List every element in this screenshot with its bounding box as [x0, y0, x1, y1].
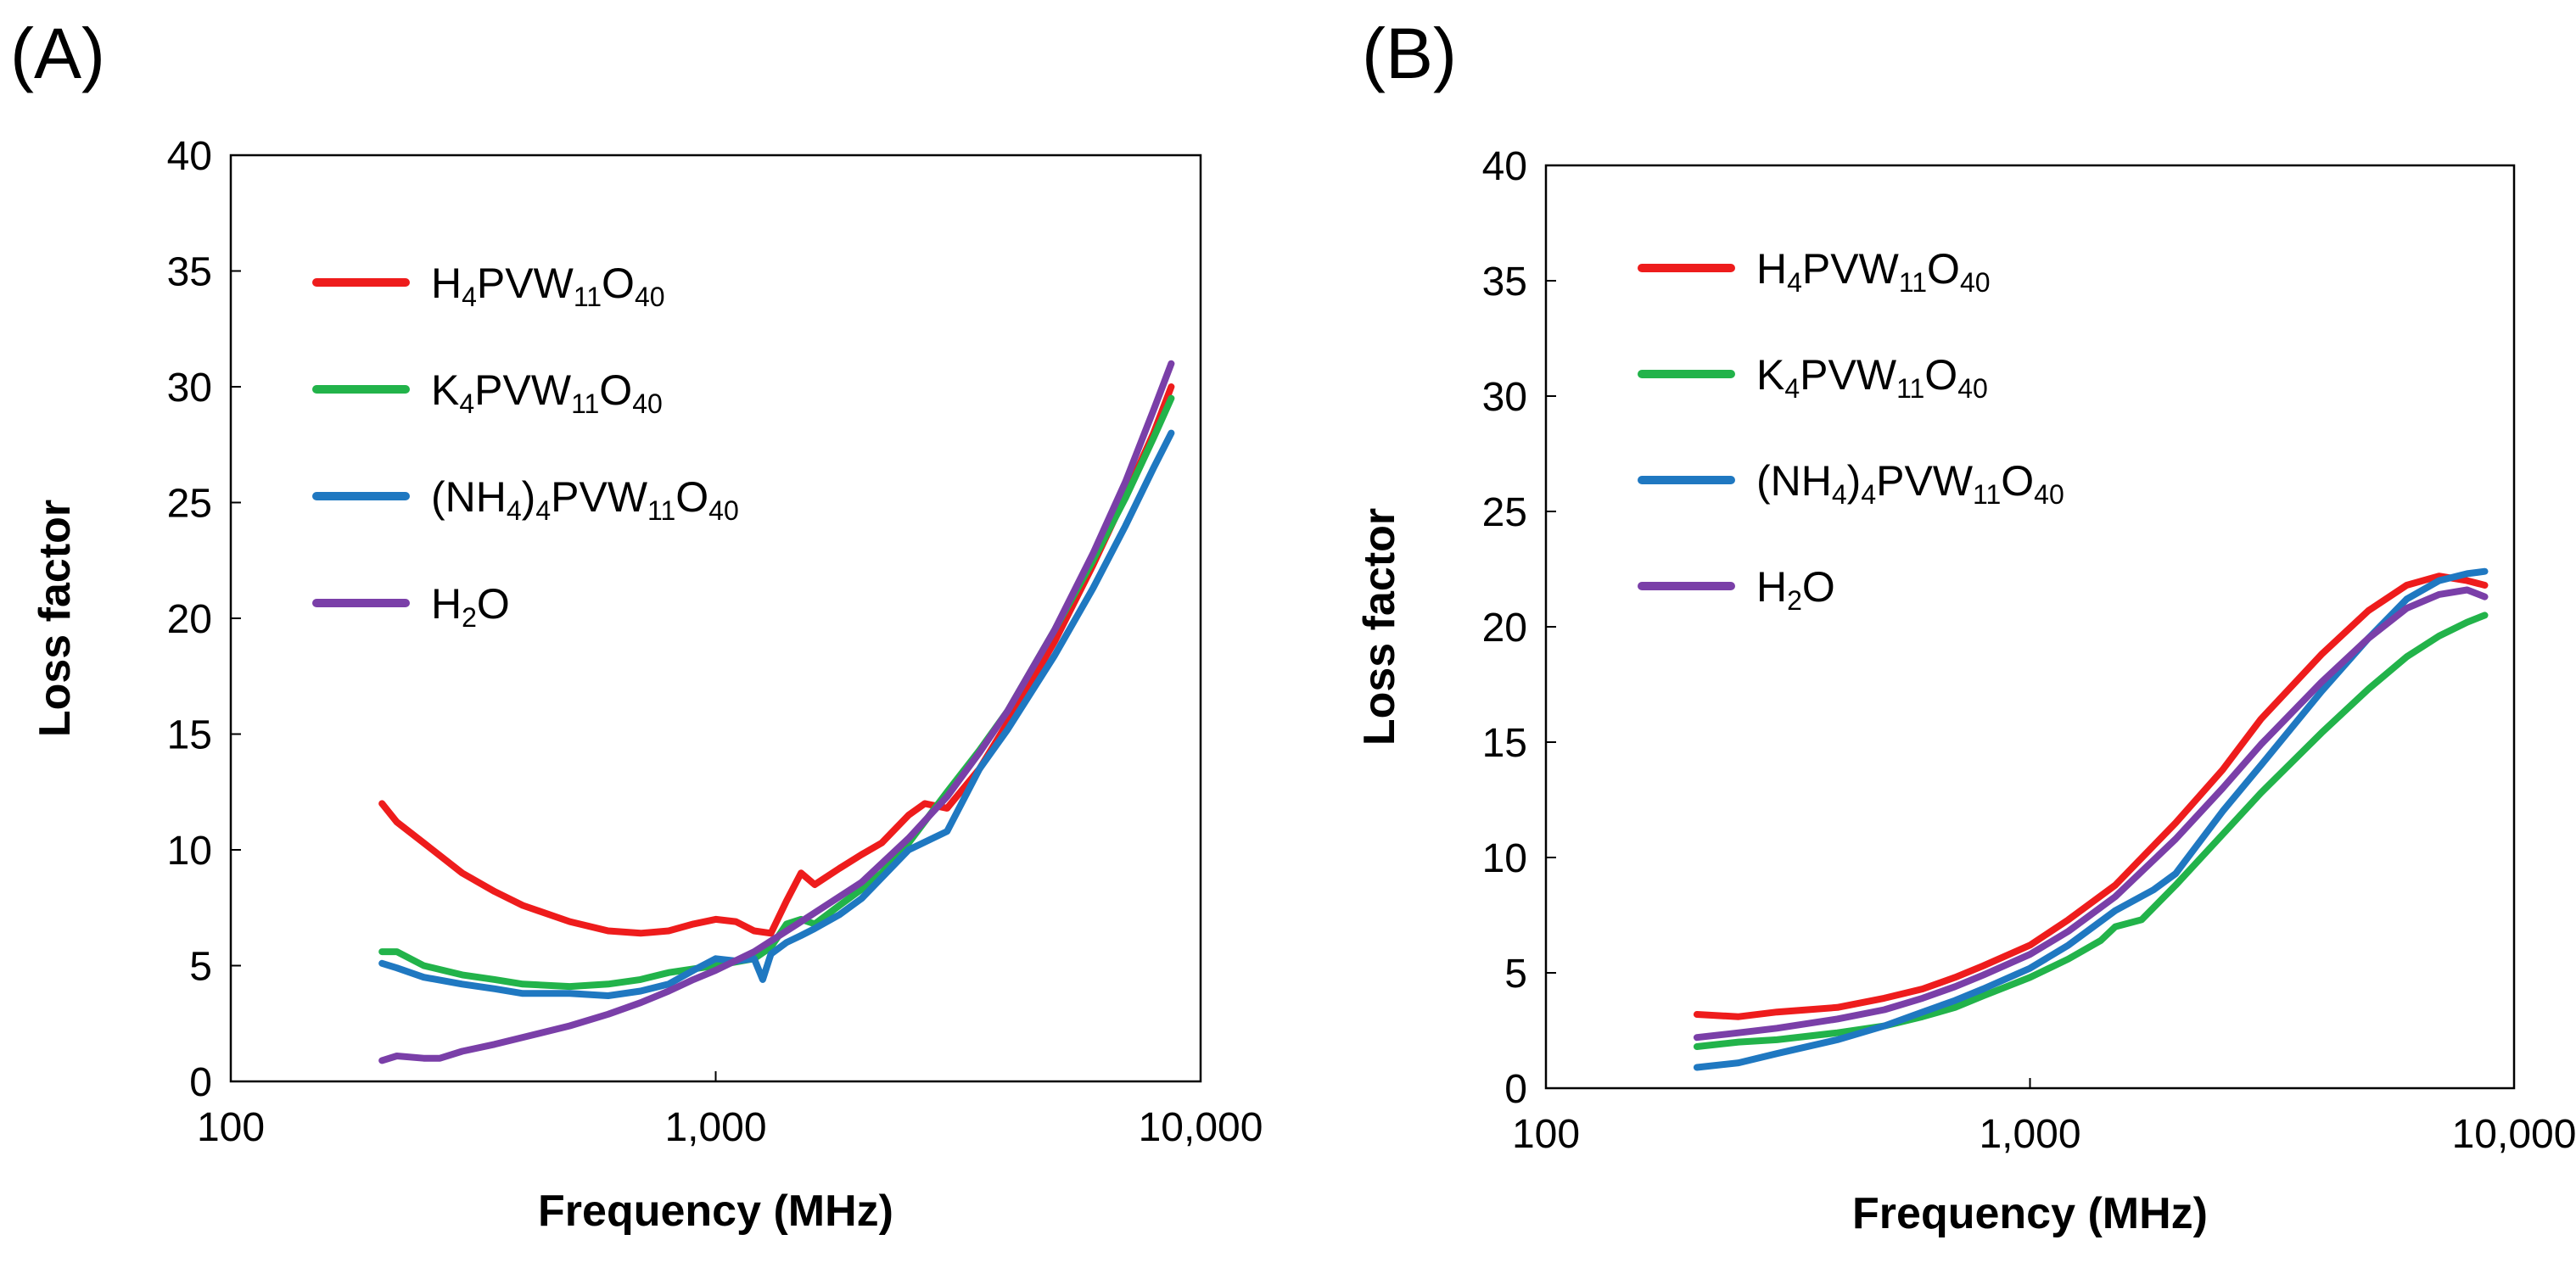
- plot-area: [1544, 164, 2516, 1090]
- legend: H4PVW11O40 K4PVW11O40 (NH4)4PVW11O40 H2O: [312, 260, 739, 633]
- chart-panel-b: (B) 0 5 10 15 20 25 30 35 40 100 1,000 10,000 Frequen…: [1355, 14, 2576, 1238]
- x-tick-label: 10,000: [1139, 1105, 1263, 1150]
- panel-label: (A): [10, 14, 105, 93]
- x-tick-label: 10,000: [2452, 1112, 2576, 1157]
- y-tick-label: 0: [189, 1060, 212, 1105]
- x-tick-label: 1,000: [664, 1105, 766, 1150]
- y-tick-label: 25: [167, 482, 212, 527]
- legend: H4PVW11O40 K4PVW11O40 (NH4)4PVW11O40 H2O: [1638, 245, 2064, 616]
- x-axis-title: Frequency (MHz): [538, 1187, 893, 1236]
- y-tick-label: 40: [167, 134, 212, 179]
- legend-label: (NH4)4PVW11O40: [1756, 457, 2064, 510]
- y-tick-label: 15: [167, 713, 212, 758]
- legend-label: H4PVW11O40: [1756, 245, 1991, 298]
- y-tick-label: 40: [1482, 144, 1527, 189]
- series-line-h2o: [1693, 586, 2489, 1042]
- y-tick-label: 15: [1482, 721, 1527, 766]
- y-tick-label: 35: [167, 250, 212, 295]
- x-tick-label: 100: [197, 1105, 265, 1150]
- y-tick-label: 5: [1504, 952, 1527, 997]
- y-tick-label: 25: [1482, 490, 1527, 535]
- series-line-k4pvw11o40: [1693, 612, 2489, 1050]
- legend-label: K4PVW11O40: [431, 366, 663, 419]
- y-tick-label: 5: [189, 945, 212, 990]
- legend-item: H2O: [1638, 563, 1835, 616]
- y-tick-label: 35: [1482, 260, 1527, 304]
- legend-label: H2O: [431, 580, 510, 633]
- legend-item: H4PVW11O40: [312, 260, 665, 312]
- legend-label: (NH4)4PVW11O40: [431, 473, 739, 526]
- legend-item: H2O: [312, 580, 510, 633]
- y-tick-label: 30: [167, 366, 212, 411]
- series-line-h4pvw11o40: [1693, 573, 2489, 1020]
- series-line-nh44pvw11o40: [378, 429, 1175, 999]
- legend-label: K4PVW11O40: [1756, 351, 1988, 404]
- series-line-h2o: [378, 360, 1175, 1064]
- chart-panel-a: (A) 0 5 10 15 20 25 30 35 40 100 1,000 10,000 Frequen…: [10, 14, 1263, 1236]
- panel-label: (B): [1362, 14, 1457, 93]
- x-tick-label: 1,000: [1979, 1112, 2080, 1157]
- y-axis-title: Loss factor: [31, 500, 80, 737]
- legend-item: K4PVW11O40: [1638, 351, 1988, 404]
- y-tick-label: 10: [167, 829, 212, 874]
- y-tick-label: 0: [1504, 1067, 1527, 1112]
- legend-label: H2O: [1756, 563, 1835, 616]
- y-tick-label: 30: [1482, 375, 1527, 420]
- y-tick-label: 10: [1482, 836, 1527, 881]
- y-tick-label: 20: [1482, 606, 1527, 651]
- legend-item: K4PVW11O40: [312, 366, 663, 419]
- legend-item: (NH4)4PVW11O40: [312, 473, 739, 526]
- legend-label: H4PVW11O40: [431, 260, 665, 312]
- plot-area: [229, 154, 1202, 1083]
- y-tick-label: 20: [167, 597, 212, 642]
- x-axis-title: Frequency (MHz): [1852, 1189, 2208, 1238]
- series-line-nh44pvw11o40: [1693, 567, 2489, 1071]
- series-line-h4pvw11o40: [378, 383, 1175, 937]
- y-axis-title: Loss factor: [1355, 508, 1404, 746]
- x-tick-label: 100: [1512, 1112, 1580, 1157]
- legend-item: (NH4)4PVW11O40: [1638, 457, 2064, 510]
- legend-item: H4PVW11O40: [1638, 245, 1991, 298]
